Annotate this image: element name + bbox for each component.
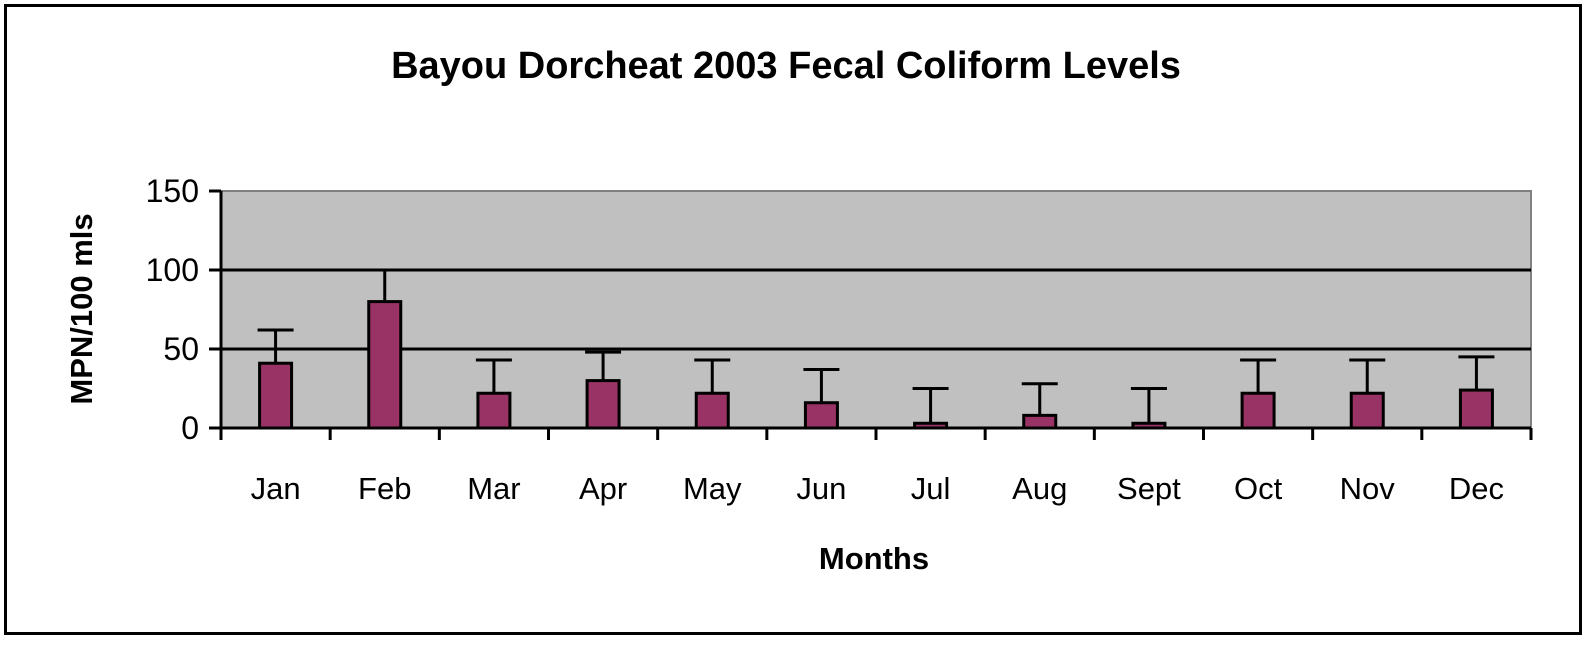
bar-jan [258, 361, 294, 430]
bar-nov [1349, 391, 1385, 430]
x-tick-label: Jul [911, 471, 951, 506]
bar-feb [367, 300, 403, 430]
x-tick-label: Jan [251, 471, 301, 506]
x-tick-label: Oct [1234, 471, 1283, 506]
x-tick-label: Sept [1117, 471, 1181, 506]
x-tick-label: Mar [467, 471, 520, 506]
bar-jun [803, 401, 839, 430]
x-tick-label: Dec [1449, 471, 1504, 506]
x-tick-label: Feb [358, 471, 411, 506]
y-tick-label: 100 [146, 252, 199, 288]
bar-dec [1458, 388, 1494, 430]
x-axis-title: Months [819, 541, 929, 576]
x-tick-label: Aug [1012, 471, 1067, 506]
plot-area: 0 50 100 150 Jan Feb Mar Apr May Jun Jul Aug Sept Oct… [146, 173, 1533, 506]
x-tick-label: Nov [1340, 471, 1396, 506]
bar-apr [585, 379, 621, 430]
y-axis-title: MPN/100 mls [64, 213, 99, 404]
x-tick-label: Jun [796, 471, 846, 506]
bar-mar [476, 391, 512, 430]
y-tick-label: 50 [163, 331, 199, 367]
y-tick-label: 150 [146, 173, 199, 209]
x-tick-label: Apr [579, 471, 627, 506]
bar-may [694, 391, 730, 430]
x-tick-label: May [683, 471, 742, 506]
plot-background [220, 190, 1532, 429]
y-tick-label: 0 [181, 410, 199, 446]
bar-aug [1022, 413, 1058, 430]
bar-jul [913, 421, 949, 430]
chart-title: Bayou Dorcheat 2003 Fecal Coliform Level… [391, 45, 1181, 87]
bar-oct [1240, 391, 1276, 430]
bar-sept [1131, 421, 1167, 430]
